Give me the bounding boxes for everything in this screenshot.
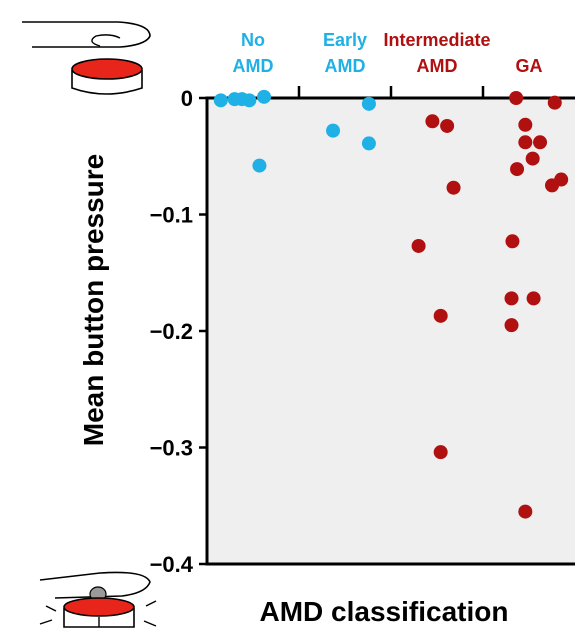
data-point	[257, 89, 272, 104]
data-point	[505, 234, 520, 249]
data-point	[411, 238, 426, 253]
category-label: Early	[323, 30, 367, 50]
category-label: AMD	[233, 56, 274, 76]
data-point	[547, 95, 562, 110]
y-ticks: 0 −0.1 −0.2 −0.3 −0.4	[150, 86, 207, 577]
data-point	[504, 318, 519, 333]
category-labels: No AMD Early AMD Intermediate AMD GA	[233, 30, 543, 76]
data-point	[504, 291, 519, 306]
data-point	[361, 96, 376, 111]
data-point	[518, 504, 533, 519]
hand-hovering-button-icon	[22, 21, 151, 95]
data-point	[510, 162, 525, 177]
y-tick-label: −0.3	[150, 436, 193, 461]
data-point	[526, 291, 541, 306]
data-points	[213, 89, 569, 519]
data-point	[525, 151, 540, 166]
y-axis-title: Mean button pressure	[78, 154, 109, 446]
data-point	[252, 158, 267, 173]
y-tick-label: 0	[181, 86, 193, 111]
data-point	[533, 135, 548, 150]
data-point	[433, 445, 448, 460]
category-label: GA	[516, 56, 543, 76]
data-point	[518, 117, 533, 132]
category-dividers	[297, 86, 485, 98]
data-point	[446, 180, 461, 195]
data-point	[433, 308, 448, 323]
hand-pressing-button-icon	[39, 571, 157, 628]
data-point	[509, 91, 524, 105]
data-point	[440, 118, 455, 133]
category-label: No	[241, 30, 265, 50]
data-point	[242, 93, 257, 108]
y-tick-label: −0.1	[150, 203, 193, 228]
category-label: AMD	[417, 56, 458, 76]
data-point	[425, 114, 440, 129]
data-point	[554, 172, 569, 187]
y-tick-label: −0.2	[150, 319, 193, 344]
category-label: Intermediate	[383, 30, 490, 50]
category-label: AMD	[325, 56, 366, 76]
data-point	[213, 93, 228, 108]
y-tick-label: −0.4	[150, 552, 194, 577]
data-point	[361, 136, 376, 151]
x-axis-title: AMD classification	[260, 596, 509, 627]
data-point	[326, 123, 341, 138]
data-point	[518, 135, 533, 150]
